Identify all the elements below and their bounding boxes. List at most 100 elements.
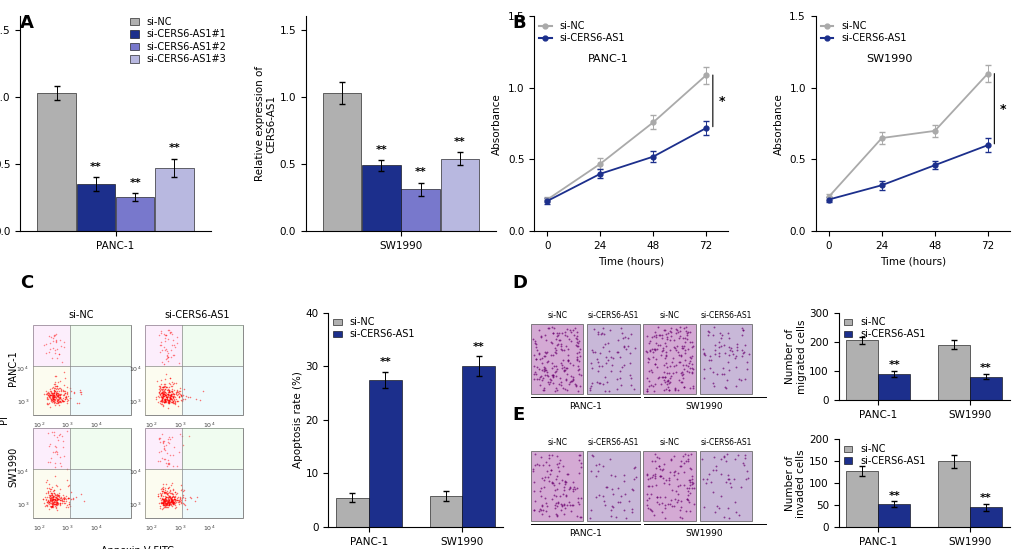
- Point: [557, 477, 574, 486]
- Point: [539, 367, 555, 376]
- Point: [155, 489, 171, 497]
- Point: [544, 479, 560, 488]
- Point: [161, 498, 177, 507]
- Point: [638, 384, 654, 393]
- Point: [162, 491, 178, 500]
- Point: [58, 388, 74, 396]
- Point: [159, 493, 175, 502]
- Point: [613, 328, 630, 337]
- Point: [554, 461, 571, 470]
- Point: [162, 327, 178, 336]
- Point: [48, 399, 64, 407]
- Point: [158, 395, 174, 404]
- Point: [156, 444, 172, 453]
- Point: [666, 495, 683, 503]
- Point: [706, 508, 722, 517]
- Point: [675, 370, 691, 379]
- Point: [535, 362, 551, 371]
- Point: [606, 471, 623, 480]
- Point: [54, 496, 70, 505]
- Point: [45, 495, 61, 504]
- Point: [565, 483, 581, 491]
- Point: [42, 491, 58, 500]
- Point: [45, 503, 61, 512]
- Point: [731, 511, 747, 519]
- Point: [555, 500, 572, 508]
- Point: [646, 345, 662, 354]
- Point: [705, 381, 721, 390]
- Point: [166, 503, 182, 512]
- Point: [43, 494, 59, 503]
- Point: [156, 496, 172, 505]
- Point: [654, 474, 671, 483]
- Point: [163, 391, 179, 400]
- Point: [47, 495, 63, 503]
- Point: [569, 483, 585, 492]
- Point: [660, 369, 677, 378]
- Point: [154, 489, 170, 497]
- Point: [532, 452, 548, 461]
- Point: [164, 397, 180, 406]
- Point: [161, 494, 177, 503]
- Point: [46, 399, 62, 408]
- Point: [676, 458, 692, 467]
- Point: [712, 334, 729, 343]
- Bar: [145, 326, 182, 366]
- Point: [595, 496, 611, 505]
- Bar: [33, 326, 130, 416]
- Point: [46, 388, 62, 397]
- Point: [660, 385, 677, 394]
- Point: [651, 465, 667, 474]
- Point: [638, 490, 654, 498]
- Point: [43, 489, 59, 497]
- Point: [164, 330, 180, 339]
- Point: [160, 497, 176, 506]
- Point: [44, 427, 60, 436]
- Point: [155, 499, 171, 508]
- Point: [544, 328, 560, 337]
- Point: [159, 385, 175, 394]
- Point: [155, 499, 171, 508]
- Point: [680, 362, 696, 371]
- Point: [645, 348, 661, 356]
- Point: [565, 478, 581, 486]
- Point: [51, 384, 67, 393]
- Point: [550, 466, 567, 475]
- Point: [164, 384, 180, 393]
- Point: [42, 402, 58, 411]
- Point: [58, 395, 74, 404]
- Point: [49, 387, 65, 396]
- Text: **: **: [979, 493, 990, 503]
- Point: [47, 501, 63, 510]
- Point: [642, 345, 658, 354]
- Point: [45, 344, 61, 353]
- Point: [44, 501, 60, 510]
- Point: [639, 500, 655, 509]
- Point: [552, 505, 569, 514]
- Point: [530, 349, 546, 358]
- Point: [661, 361, 678, 370]
- Point: [49, 389, 65, 398]
- Point: [615, 506, 632, 514]
- Point: [683, 450, 699, 458]
- Point: [596, 339, 612, 348]
- Point: [159, 490, 175, 498]
- Point: [541, 454, 557, 463]
- Point: [51, 393, 67, 402]
- Point: [547, 492, 564, 501]
- Point: [46, 397, 62, 406]
- Point: [156, 382, 172, 390]
- Point: [712, 469, 729, 478]
- Point: [55, 390, 71, 399]
- Point: [168, 396, 184, 405]
- Point: [57, 392, 73, 401]
- Point: [47, 447, 63, 456]
- Point: [186, 497, 203, 506]
- Point: [562, 337, 579, 345]
- Point: [52, 393, 68, 401]
- Point: [44, 489, 60, 498]
- Point: [537, 371, 553, 379]
- Point: [154, 394, 170, 403]
- Point: [661, 373, 678, 382]
- Bar: [38, 93, 75, 231]
